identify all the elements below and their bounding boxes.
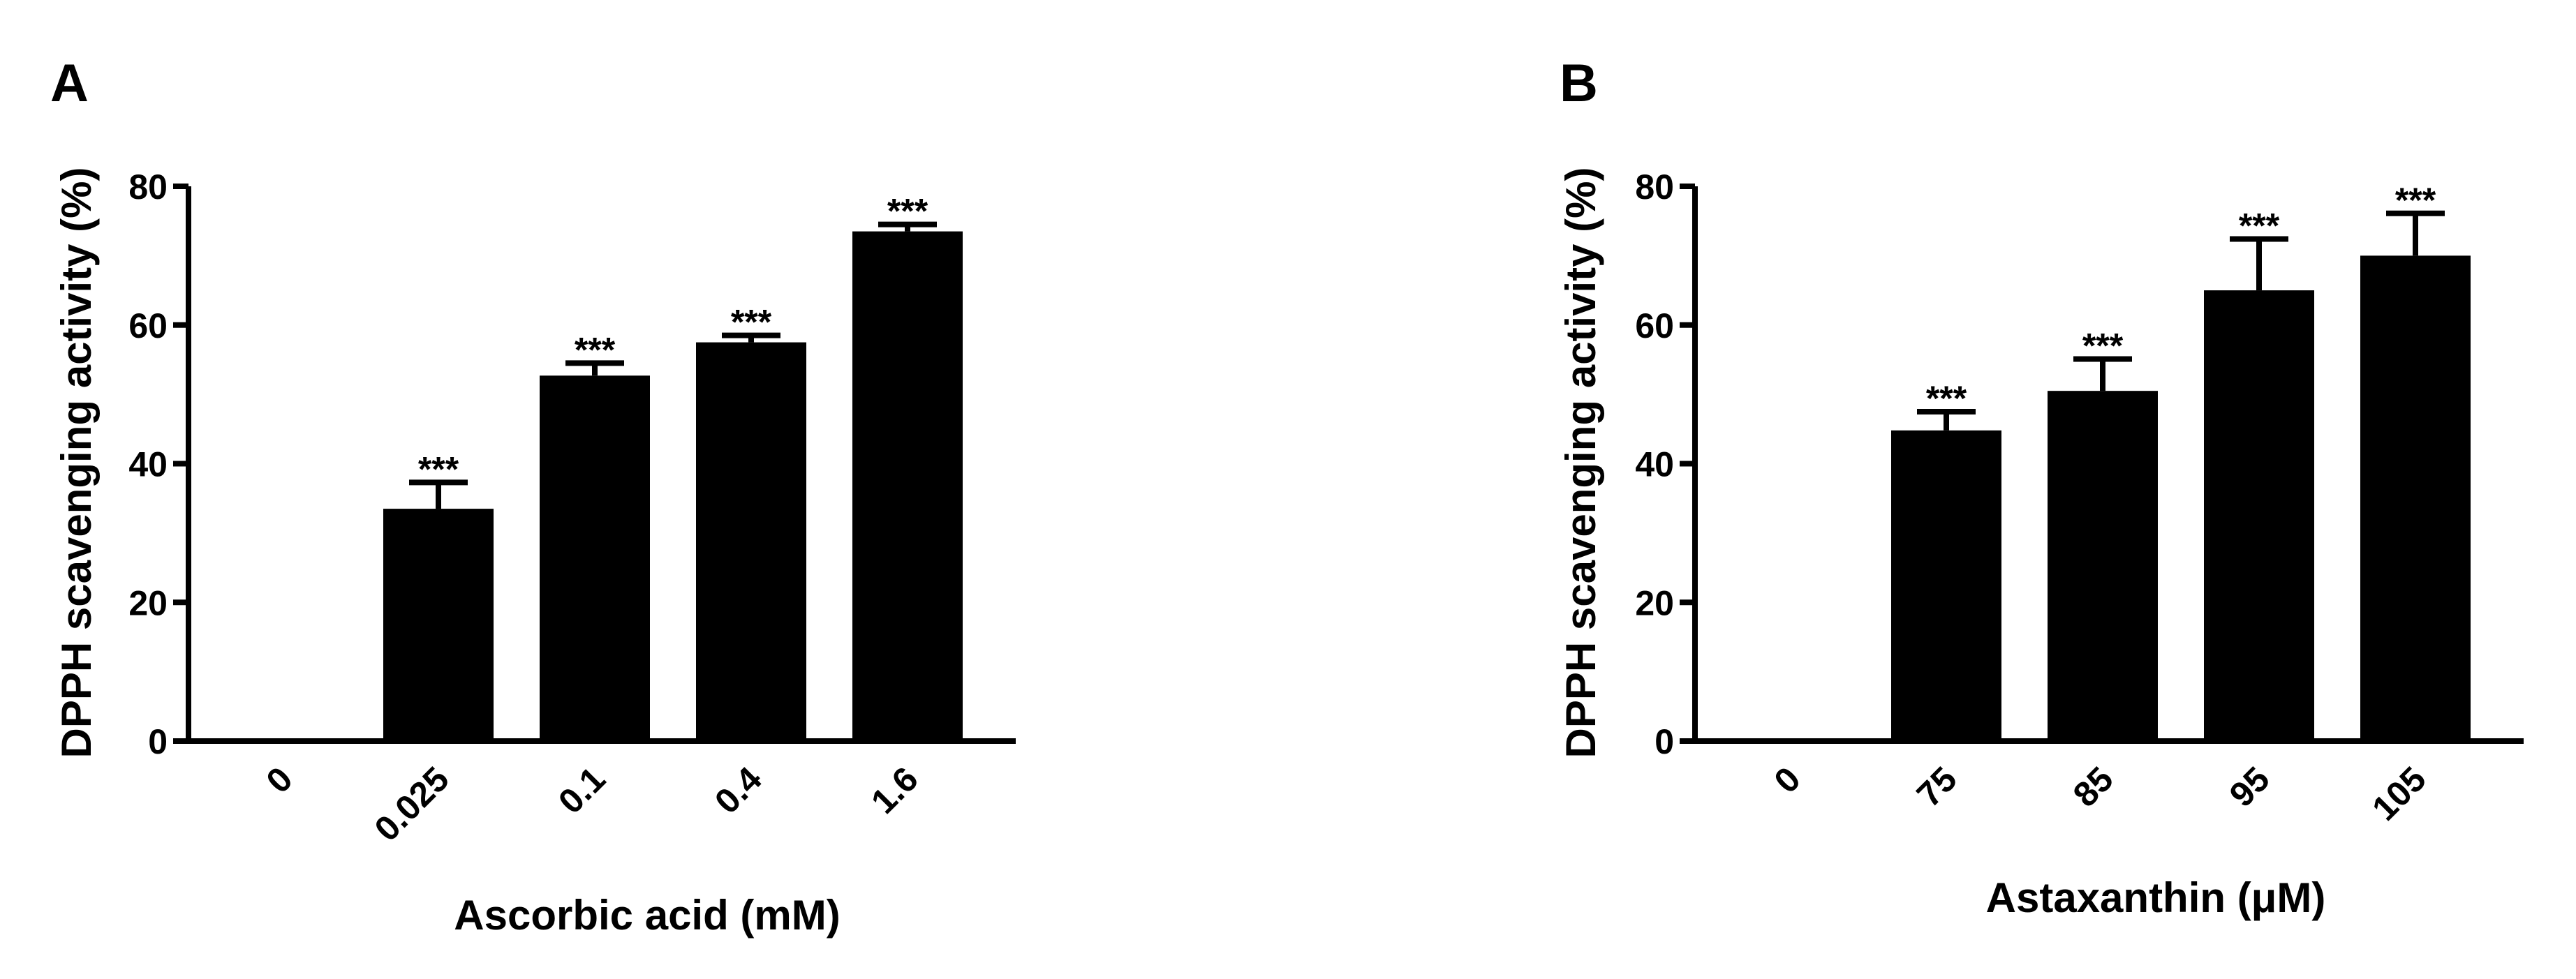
panel-b-plot-area: 0 *** 75 *** 85 *** 95 *** 105 0 20 40 60 80 (1635, 167, 2524, 828)
panel-b-significance-4: *** (2395, 181, 2436, 220)
panel-a-x-tick-label-1: 0.025 (367, 759, 457, 849)
panel-a-bar-3 (696, 342, 806, 741)
panel-a-significance-2: *** (575, 330, 616, 369)
panel-a-y-tick-label-3: 60 (128, 306, 168, 345)
panel-b-x-tick-label-0: 0 (1767, 759, 1808, 800)
panel-b-bar-2 (2048, 391, 2158, 741)
panel-a-significance-3: *** (731, 303, 772, 342)
panel-a-significance-1: *** (418, 449, 459, 488)
panel-b-y-tick-label-2: 40 (1635, 445, 1674, 484)
panel-a-y-tick-label-2: 40 (128, 445, 168, 484)
panel-a-x-axis-title: Ascorbic acid (mM) (454, 892, 840, 939)
panel-b-significance-2: *** (2082, 326, 2124, 365)
panel-b-y-tick-label-4: 80 (1635, 167, 1674, 207)
panel-a-significance-4: *** (887, 192, 928, 231)
panel-b-label: B (1560, 54, 1598, 113)
panel-a-y-tick-label-1: 20 (128, 583, 168, 622)
panel-b-significance-1: *** (1926, 379, 1967, 418)
panel-a-x-tick-label-4: 1.6 (864, 759, 926, 821)
panel-a-y-tick-label-4: 80 (128, 167, 168, 207)
panel-b-y-axis-title: DPPH scavenging activity (%) (1557, 167, 1604, 758)
panel-a-y-axis-title: DPPH scavenging activity (%) (53, 167, 100, 758)
panel-a-plot-area: 0 *** 0.025 *** 0.1 *** 0.4 *** 1.6 0 20 40 60 80 (128, 167, 1016, 849)
panel-b-significance-3: *** (2239, 207, 2280, 246)
panel-b: B DPPH scavenging activity (%) Astaxanth… (1557, 54, 2524, 921)
panel-b-y-tick-label-0: 0 (1655, 722, 1674, 761)
panel-b-y-tick-label-3: 60 (1635, 306, 1674, 345)
panel-b-bar-4 (2360, 255, 2471, 741)
panel-a-bar-1 (383, 509, 494, 741)
panel-a-bar-4 (852, 231, 963, 741)
panel-a-label: A (50, 54, 89, 113)
panel-b-x-tick-label-2: 85 (2066, 759, 2121, 814)
panel-a: A DPPH scavenging activity (%) Ascorbic … (50, 54, 1016, 939)
panel-b-x-tick-label-3: 95 (2222, 759, 2277, 814)
panel-b-x-tick-label-4: 105 (2364, 759, 2434, 828)
panel-b-x-tick-label-1: 75 (1909, 759, 1964, 814)
panel-b-y-tick-label-1: 20 (1635, 583, 1674, 622)
panel-b-bar-1 (1891, 430, 2001, 741)
panel-a-y-tick-label-0: 0 (148, 722, 168, 761)
panel-a-x-tick-label-3: 0.4 (707, 759, 769, 821)
panel-b-bar-3 (2204, 290, 2314, 741)
panel-a-bar-2 (540, 375, 650, 741)
panel-a-x-tick-label-0: 0 (259, 759, 300, 800)
panel-a-x-tick-label-2: 0.1 (551, 759, 613, 821)
panel-b-x-axis-title: Astaxanthin (μM) (1986, 874, 2326, 921)
